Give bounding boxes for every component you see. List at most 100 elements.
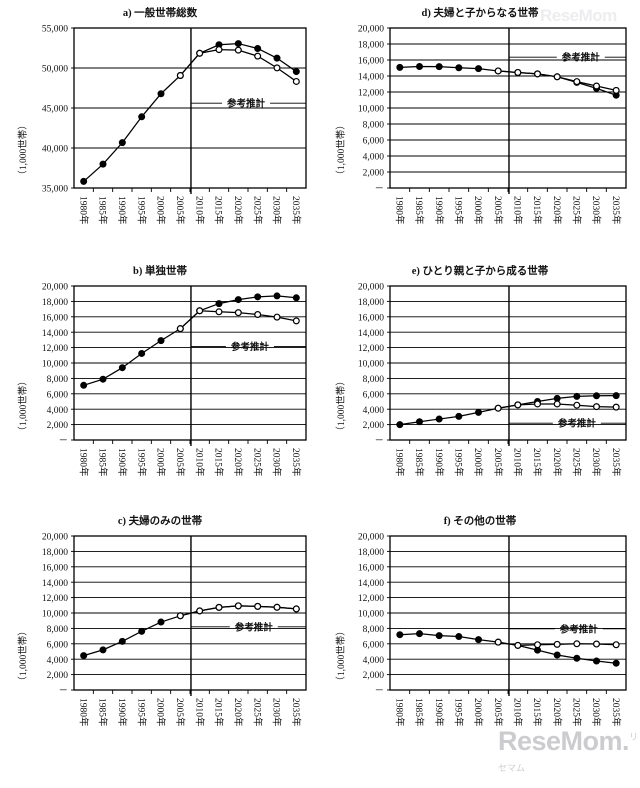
data-point-filled <box>254 293 262 301</box>
y-tick-label: 20,000 <box>358 25 384 35</box>
chart-svg-d: d) 夫婦と子からなる世帯 － 2,000 4,000 6,000 8,000 10,000… <box>335 6 627 225</box>
x-tick-label: 1980年 <box>393 448 405 477</box>
y-axis-label: （1,000世帯） <box>335 626 347 685</box>
projection-annotation: 参考推計 <box>557 418 597 430</box>
x-tick-label: 2015年 <box>213 698 225 727</box>
y-tick-label: － <box>374 687 384 697</box>
x-tick-label: 2015年 <box>213 448 225 477</box>
y-tick-label: 8,000 <box>363 121 385 131</box>
data-point-open <box>273 313 281 321</box>
data-point-filled <box>455 412 463 420</box>
chart-title-d: d) 夫婦と子からなる世帯 <box>422 6 539 19</box>
data-point-open <box>573 401 581 409</box>
x-tick-label: 2005年 <box>174 448 186 477</box>
data-point-filled <box>396 421 404 429</box>
y-tick-label: 6,000 <box>47 390 69 400</box>
x-tick-label: 1980年 <box>77 698 89 727</box>
data-point-open <box>573 78 581 86</box>
data-point-filled <box>99 160 107 168</box>
data-point-filled <box>157 90 165 98</box>
x-tick-label: 1995年 <box>135 196 147 225</box>
y-tick-label: 16,000 <box>358 563 384 573</box>
data-point-open <box>534 400 542 408</box>
data-point-filled <box>553 651 561 659</box>
data-point-open <box>534 641 542 649</box>
x-tick-label: 1990年 <box>433 196 445 225</box>
x-tick-label: 2005年 <box>492 196 504 225</box>
y-tick-label: 6,000 <box>363 137 385 147</box>
chart-title-e: e) ひとり親と子から成る世帯 <box>412 264 549 277</box>
x-tick-label: 2030年 <box>271 196 283 225</box>
x-tick-label: 2005年 <box>492 698 504 727</box>
data-point-filled <box>138 113 146 121</box>
data-point-filled <box>99 646 107 654</box>
projection-annotation: 参考推計 <box>559 623 599 635</box>
x-tick-label: 1995年 <box>452 448 464 477</box>
y-tick-label: 10,000 <box>358 360 384 370</box>
data-point-filled <box>593 392 601 400</box>
y-tick-label: 45,000 <box>42 105 68 115</box>
y-tick-label: 8,000 <box>47 375 69 385</box>
x-tick-label: 2010年 <box>193 196 205 225</box>
y-tick-label: 12,000 <box>358 344 384 354</box>
y-tick-label: 16,000 <box>42 313 68 323</box>
y-tick-label: 16,000 <box>358 57 384 67</box>
y-axis-label: （1,000世帯） <box>335 376 347 435</box>
projection-annotation: 参考推計 <box>230 341 270 353</box>
y-axis-label: （1,000世帯） <box>335 120 347 179</box>
chart-svg-c: c) 夫婦のみの世帯 － 2,000 4,000 6,000 8,000 10,000 12,… <box>17 514 307 727</box>
data-point-filled <box>118 637 126 645</box>
data-point-filled <box>157 618 165 626</box>
y-tick-label: 14,000 <box>358 329 384 339</box>
y-tick-label: 12,000 <box>358 89 384 99</box>
x-tick-label: 2000年 <box>472 698 484 727</box>
y-tick-label: － <box>374 437 384 447</box>
y-tick-label: 4,000 <box>363 406 385 416</box>
y-tick-label: － <box>58 437 68 447</box>
x-tick-label: 1985年 <box>413 448 425 477</box>
y-tick-label: 4,000 <box>363 153 385 163</box>
data-point-filled <box>273 54 281 62</box>
x-tick-label: 1980年 <box>393 196 405 225</box>
y-tick-label: 6,000 <box>47 640 69 650</box>
chart-title-b: b) 単独世帯 <box>133 264 187 277</box>
x-tick-label: 1985年 <box>413 196 425 225</box>
data-point-filled <box>80 652 88 660</box>
y-tick-label: 12,000 <box>358 594 384 604</box>
y-tick-label: 14,000 <box>358 579 384 589</box>
data-point-filled <box>455 633 463 641</box>
x-tick-label: 2025年 <box>570 448 582 477</box>
x-tick-label: 2025年 <box>251 196 263 225</box>
y-tick-label: 6,000 <box>363 640 385 650</box>
data-point-filled <box>396 63 404 71</box>
x-tick-label: 2010年 <box>193 698 205 727</box>
y-tick-label: 18,000 <box>358 298 384 308</box>
x-tick-label: 2020年 <box>551 698 563 727</box>
y-tick-label: 4,000 <box>47 406 69 416</box>
data-point-filled <box>273 292 281 300</box>
y-tick-label: 14,000 <box>42 579 68 589</box>
y-tick-label: 18,000 <box>358 548 384 558</box>
data-point-filled <box>435 63 443 71</box>
x-tick-label: 2005年 <box>174 698 186 727</box>
x-tick-label: 2010年 <box>193 448 205 477</box>
data-point-open <box>254 52 262 60</box>
data-point-filled <box>475 636 483 644</box>
x-tick-label: 1985年 <box>413 698 425 727</box>
data-point-filled <box>573 654 581 662</box>
x-tick-label: 1985年 <box>97 698 109 727</box>
y-tick-label: 16,000 <box>358 313 384 323</box>
data-point-filled <box>435 632 443 640</box>
y-tick-label: － <box>374 185 384 195</box>
y-tick-label: 8,000 <box>363 625 385 635</box>
x-tick-label: 1990年 <box>116 698 128 727</box>
x-tick-label: 2015年 <box>531 448 543 477</box>
data-point-open <box>593 403 601 411</box>
data-point-filled <box>138 627 146 635</box>
data-point-filled <box>234 40 242 48</box>
data-point-filled <box>215 300 223 308</box>
y-tick-label: 10,000 <box>42 610 68 620</box>
data-point-open <box>196 49 204 57</box>
x-tick-label: 2035年 <box>290 698 302 727</box>
